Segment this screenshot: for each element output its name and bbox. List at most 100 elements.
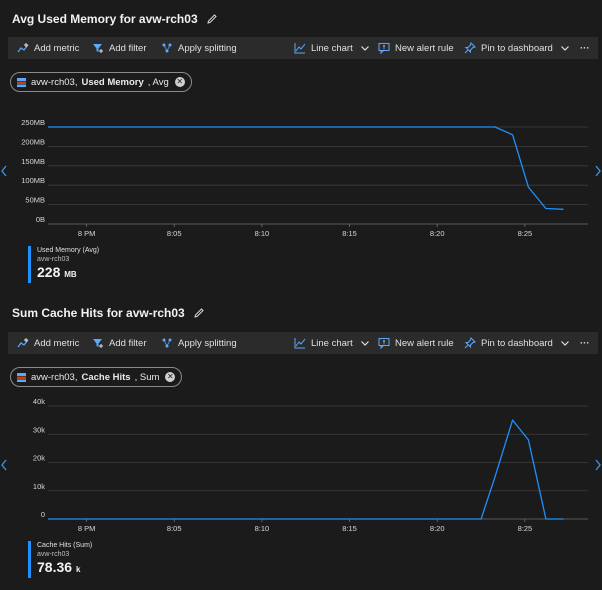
line-chart-icon [294, 43, 306, 54]
chart2-toolbar: Add metric Add filter Apply splitting Li… [8, 332, 598, 354]
y-tick-label: 30k [33, 425, 45, 434]
chart1-next-arrow[interactable] [594, 164, 602, 178]
add-filter-button[interactable]: Add filter [92, 332, 147, 354]
legend-unit: MB [64, 270, 77, 279]
redis-cache-icon [17, 77, 26, 87]
chart1-toolbar: Add metric Add filter Apply splitting Li… [8, 37, 598, 59]
more-options-label: ··· [580, 337, 590, 349]
chart2-title: Sum Cache Hits for avw-rch03 [12, 306, 185, 320]
chevron-down-icon [360, 46, 369, 51]
y-tick-label: 250MB [21, 118, 45, 127]
add-metric-label: Add metric [34, 42, 80, 54]
chart2-next-arrow[interactable] [594, 458, 602, 472]
pill-metric: Used Memory [81, 76, 144, 88]
add-metric-label: Add metric [34, 337, 80, 349]
pin-icon [464, 42, 476, 54]
splitting-icon [162, 43, 172, 53]
apply-splitting-label: Apply splitting [178, 337, 237, 349]
chevron-right-icon [595, 165, 601, 177]
pin-to-dashboard-label: Pin to dashboard [481, 42, 553, 54]
remove-metric-icon[interactable]: ✕ [174, 77, 185, 87]
y-tick-label: 10k [33, 482, 45, 491]
apply-splitting-button[interactable]: Apply splitting [161, 332, 237, 354]
pin-to-dashboard-label: Pin to dashboard [481, 337, 553, 349]
alert-icon [378, 338, 390, 349]
add-metric-button[interactable]: Add metric [17, 332, 79, 354]
x-tick-label: 8:15 [342, 524, 357, 533]
y-tick-label: 50MB [25, 196, 45, 205]
add-metric-button[interactable]: Add metric [17, 37, 79, 59]
add-filter-button[interactable]: Add filter [92, 37, 147, 59]
pencil-edit-icon[interactable] [206, 13, 218, 25]
splitting-icon [162, 338, 172, 348]
new-alert-rule-label: New alert rule [395, 42, 454, 54]
redis-cache-icon [17, 372, 26, 382]
more-options-button[interactable]: ··· [580, 37, 590, 59]
y-tick-label: 20k [33, 454, 45, 463]
pill-resource: avw-rch03, [31, 371, 78, 383]
y-tick-label: 200MB [21, 137, 45, 146]
y-tick-label: 150MB [21, 157, 45, 166]
line-chart-label: Line chart [311, 337, 353, 349]
alert-icon [378, 43, 390, 54]
new-alert-rule-button[interactable]: New alert rule [378, 332, 454, 354]
pill-aggregation: , Avg [147, 76, 169, 88]
pin-to-dashboard-dropdown[interactable]: Pin to dashboard [464, 37, 570, 59]
add-filter-label: Add filter [109, 337, 147, 349]
y-tick-label: 0 [41, 510, 45, 519]
x-tick-label: 8:10 [255, 229, 270, 238]
chart2-prev-arrow[interactable] [0, 458, 8, 472]
legend-resource: avw-rch03 [37, 256, 70, 263]
chart1-plot: 0B 50MB 100MB 150MB 200MB 250MB 8 PM 8:05 8:10 8:… [21, 118, 588, 238]
pin-to-dashboard-dropdown[interactable]: Pin to dashboard [464, 332, 570, 354]
filter-icon [93, 339, 103, 348]
chevron-right-icon [595, 459, 601, 471]
new-alert-rule-label: New alert rule [395, 337, 454, 349]
chart2-metric-pill[interactable]: avw-rch03, Cache Hits, Sum ✕ [10, 367, 183, 387]
chevron-left-icon [1, 165, 7, 177]
chart1-header: Avg Used Memory for avw-rch03 [12, 9, 218, 29]
x-tick-label: 8:25 [518, 524, 533, 533]
chevron-left-icon [1, 459, 7, 471]
legend-resource: avw-rch03 [37, 551, 70, 558]
new-alert-rule-button[interactable]: New alert rule [378, 37, 454, 59]
chevron-down-icon [560, 46, 569, 51]
x-tick-label: 8 PM [78, 229, 96, 238]
pill-aggregation: , Sum [134, 371, 160, 383]
series-line [48, 419, 564, 520]
more-options-label: ··· [580, 42, 590, 54]
x-tick-label: 8:20 [430, 524, 445, 533]
pencil-edit-icon[interactable] [193, 307, 205, 319]
legend-value-row: 228 MB [37, 264, 99, 283]
y-tick-label: 100MB [21, 176, 45, 185]
add-metric-icon [17, 338, 29, 348]
chart2-legend[interactable]: Cache Hits (Sum) avw-rch03 78.36 k [28, 541, 92, 578]
chart2-plot: 0 10k 20k 30k 40k 8 PM 8:05 8:10 8:15 8:20 8:25 [33, 397, 588, 533]
remove-metric-icon[interactable]: ✕ [165, 372, 176, 382]
chart1-legend[interactable]: Used Memory (Avg) avw-rch03 228 MB [28, 246, 99, 283]
more-options-button[interactable]: ··· [580, 332, 590, 354]
legend-value: 228 [37, 264, 61, 280]
apply-splitting-button[interactable]: Apply splitting [161, 37, 237, 59]
x-tick-label: 8:10 [255, 524, 270, 533]
pill-resource: avw-rch03, [31, 76, 78, 88]
line-chart-dropdown[interactable]: Line chart [294, 332, 370, 354]
pin-icon [464, 337, 476, 349]
x-tick-label: 8:15 [342, 229, 357, 238]
x-tick-label: 8 PM [78, 524, 96, 533]
filter-icon [93, 44, 103, 53]
pill-metric: Cache Hits [81, 371, 131, 383]
legend-series-name: Cache Hits (Sum) [37, 542, 93, 549]
chart1-metric-pill[interactable]: avw-rch03, Used Memory, Avg ✕ [10, 72, 192, 92]
chart2-header: Sum Cache Hits for avw-rch03 [12, 303, 205, 323]
chart1-prev-arrow[interactable] [0, 164, 8, 178]
y-tick-label: 40k [33, 397, 45, 406]
legend-series-name: Used Memory (Avg) [37, 247, 100, 254]
x-tick-label: 8:05 [167, 524, 182, 533]
y-tick-label: 0B [36, 215, 45, 224]
apply-splitting-label: Apply splitting [178, 42, 237, 54]
x-tick-label: 8:05 [167, 229, 182, 238]
line-chart-dropdown[interactable]: Line chart [294, 37, 370, 59]
chevron-down-icon [560, 341, 569, 346]
legend-value: 78.36 [37, 559, 73, 575]
